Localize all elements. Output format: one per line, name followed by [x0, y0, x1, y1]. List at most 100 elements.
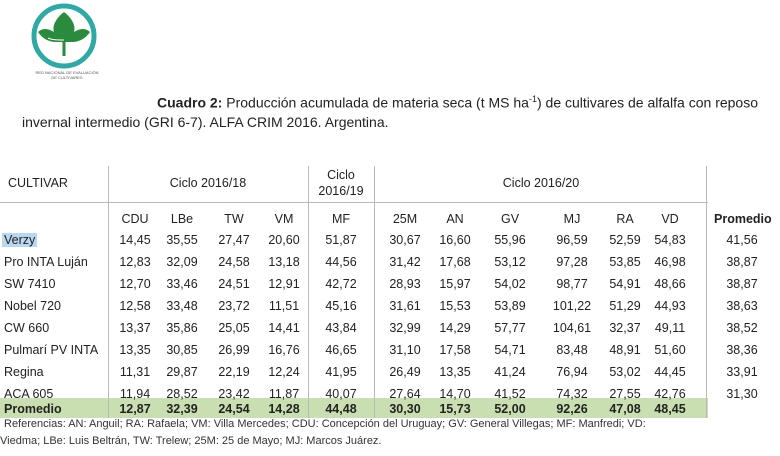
- table-cell: 11,94: [119, 387, 151, 401]
- table-cell: 32,37: [609, 321, 641, 335]
- cycle-2016-20-header: Ciclo 2016/20: [502, 176, 580, 190]
- table-cell: 35,55: [166, 233, 198, 247]
- logo-organization-text: RED NACIONAL DE EVALUACIÓN DE CULTIVARES: [24, 70, 110, 80]
- promedio-cell: 15,73: [439, 402, 471, 416]
- table-cell: 24,58: [218, 255, 250, 269]
- promedio-row-label: Promedio: [4, 402, 62, 416]
- table-cell: 45,16: [325, 299, 357, 313]
- promedio-cell: 52,00: [494, 402, 526, 416]
- table-cell: 42,72: [325, 277, 357, 291]
- table-cell: 11,31: [119, 365, 151, 379]
- table-cell: 41,52: [494, 387, 526, 401]
- column-header-25m: 25M: [392, 212, 418, 226]
- table-cell: 12,83: [119, 255, 151, 269]
- table-cell: 12,91: [268, 277, 300, 291]
- table-cell: 38,87: [726, 255, 758, 269]
- table-cell: 33,48: [166, 299, 198, 313]
- column-header-mj: MJ: [563, 212, 581, 226]
- table-cell: 48,91: [609, 343, 641, 357]
- table-cell: 11,51: [268, 299, 300, 313]
- table-cell: 28,52: [166, 387, 198, 401]
- promedio-cell: 92,26: [556, 402, 588, 416]
- table-cell: 27,55: [609, 387, 641, 401]
- table-cell: 17,68: [439, 255, 471, 269]
- column-header-ra: RA: [616, 212, 634, 226]
- table-caption: Cuadro 2: Producción acumulada de materi…: [22, 90, 762, 132]
- caption-line1: Cuadro 2: Producción acumulada de materi…: [22, 90, 762, 113]
- table-cell: 35,86: [166, 321, 198, 335]
- table-cell: 52,59: [609, 233, 641, 247]
- cultivar-name-text: Regina: [4, 365, 44, 379]
- table-cell: 25,05: [218, 321, 250, 335]
- cultivar-name-text: CW 660: [4, 321, 50, 335]
- table-cell: 98,77: [556, 277, 588, 291]
- table-cell: 46,98: [654, 255, 686, 269]
- table-cell: 83,48: [556, 343, 588, 357]
- table-cell: 33,46: [166, 277, 198, 291]
- promedio-cell: 47,08: [609, 402, 641, 416]
- cultivar-name: Nobel 720: [4, 299, 61, 313]
- divider-cycle-20: [706, 166, 707, 418]
- table-cell: 31,42: [389, 255, 421, 269]
- column-header-gv: GV: [500, 212, 520, 226]
- table-cell: 38,63: [726, 299, 758, 313]
- divider-cycle-19: [374, 166, 375, 418]
- table-cell: 30,67: [389, 233, 421, 247]
- cultivar-name-text: Nobel 720: [4, 299, 61, 313]
- table-cell: 53,85: [609, 255, 641, 269]
- table-cell: 16,60: [439, 233, 471, 247]
- cultivar-name-text: ACA 605: [4, 387, 54, 401]
- table-cell: 101,22: [552, 299, 592, 313]
- table-cell: 54,91: [609, 277, 641, 291]
- table-cell: 14,29: [439, 321, 471, 335]
- cultivar-name-text: SW 7410: [4, 277, 56, 291]
- header-rule: [0, 202, 708, 203]
- table-cell: 43,84: [325, 321, 357, 335]
- promedio-cell: 14,28: [268, 402, 300, 416]
- table-cell: 16,76: [268, 343, 300, 357]
- table-cell: 38,36: [726, 343, 758, 357]
- references-note: Referencias: AN: Anguil; RA: Rafaela; VM…: [0, 416, 780, 450]
- table-cell: 46,65: [325, 343, 357, 357]
- table-cell: 38,52: [726, 321, 758, 335]
- table-cell: 14,45: [119, 233, 151, 247]
- table-cell: 32,09: [166, 255, 198, 269]
- table-cell: 23,42: [218, 387, 250, 401]
- promedio-cell: 12,87: [119, 402, 151, 416]
- table-cell: 23,72: [218, 299, 250, 313]
- column-header-vm: VM: [274, 212, 294, 226]
- promedio-row-band: [0, 398, 708, 418]
- table-cell: 14,70: [439, 387, 471, 401]
- caption-label: Cuadro 2:: [157, 94, 223, 111]
- cultivar-name-text: Verzy: [2, 233, 38, 247]
- cycle-2016-18-header: Ciclo 2016/18: [169, 176, 247, 190]
- column-header-an: AN: [446, 212, 464, 226]
- table-cell: 51,60: [654, 343, 686, 357]
- table-cell: 53,02: [609, 365, 641, 379]
- table-cell: 42,76: [654, 387, 686, 401]
- table-cell: 14,41: [268, 321, 300, 335]
- table-cell: 13,37: [119, 321, 151, 335]
- logo-org-line1: RED NACIONAL DE EVALUACIÓN: [35, 70, 99, 75]
- divider-cultivar: [108, 166, 109, 418]
- red-alfalfa-logo: RED NACIONAL DE EVALUACIÓN DE CULTIVARES: [18, 2, 110, 80]
- column-header-mf: MF: [331, 212, 351, 226]
- table-cell: 26,99: [218, 343, 250, 357]
- table-cell: 48,66: [654, 277, 686, 291]
- table-cell: 54,02: [494, 277, 526, 291]
- promedio-cell: 32,39: [166, 402, 198, 416]
- table-cell: 33,91: [726, 365, 758, 379]
- table-cell: 12,58: [119, 299, 151, 313]
- table-cell: 13,35: [439, 365, 471, 379]
- table-cell: 31,30: [726, 387, 758, 401]
- table-cell: 74,32: [556, 387, 588, 401]
- table-cell: 22,19: [218, 365, 250, 379]
- table-cell: 44,93: [654, 299, 686, 313]
- table-cell: 97,28: [556, 255, 588, 269]
- cultivar-name: Verzy: [2, 233, 38, 247]
- cultivar-column-header: CULTIVAR: [8, 176, 68, 190]
- caption-text-part2: ) de cultivares de alfalfa con reposo: [536, 94, 758, 111]
- table-cell: 15,97: [439, 277, 471, 291]
- table-cell: 96,59: [556, 233, 588, 247]
- cultivar-name: CW 660: [4, 321, 49, 335]
